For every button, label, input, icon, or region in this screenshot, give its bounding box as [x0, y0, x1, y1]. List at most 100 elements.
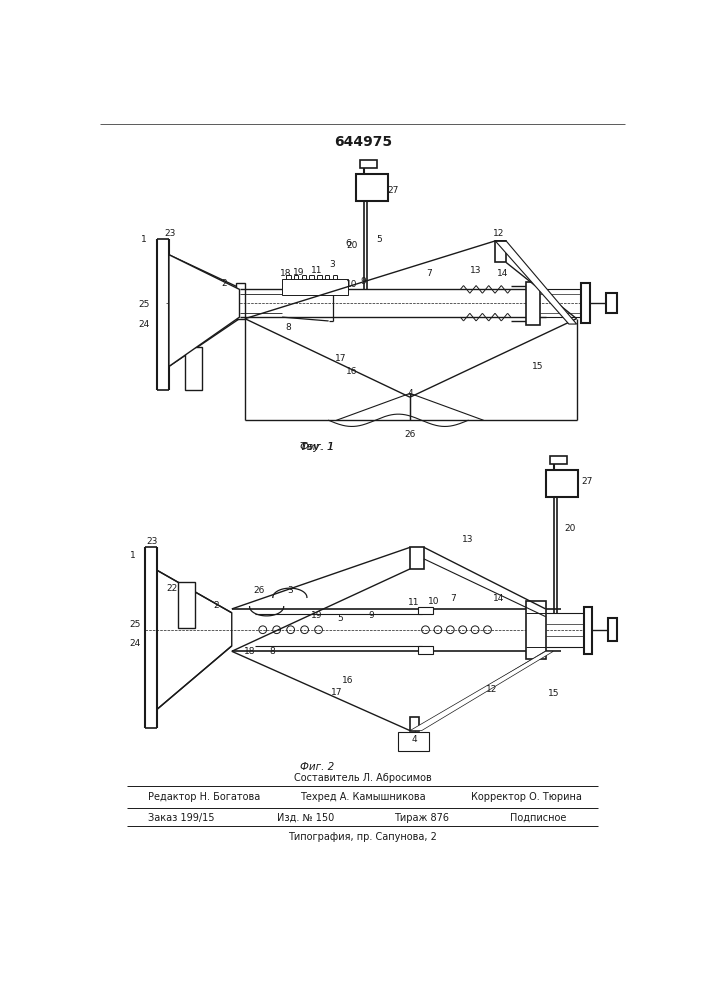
Polygon shape — [495, 241, 577, 324]
Bar — [156, 239, 169, 389]
Text: 27: 27 — [581, 477, 592, 486]
Text: Изд. № 150: Изд. № 150 — [276, 813, 334, 823]
Text: 12: 12 — [493, 229, 505, 238]
Text: 13: 13 — [470, 266, 481, 275]
Text: 25: 25 — [139, 300, 150, 309]
Text: 8: 8 — [286, 323, 291, 332]
Text: 23: 23 — [146, 537, 158, 546]
Bar — [410, 717, 419, 731]
Text: Техред А. Камышникова: Техред А. Камышникова — [300, 792, 426, 802]
Polygon shape — [158, 570, 232, 709]
Text: 7: 7 — [426, 269, 432, 278]
Bar — [398, 732, 429, 751]
Bar — [418, 646, 433, 654]
Bar — [607, 618, 617, 641]
Bar — [418, 607, 433, 614]
Text: Составитель Л. Абросимов: Составитель Л. Абросимов — [294, 773, 431, 783]
Text: 16: 16 — [346, 367, 358, 376]
Text: 4: 4 — [407, 389, 413, 398]
Text: 25: 25 — [129, 620, 141, 629]
Text: 20: 20 — [565, 524, 576, 533]
Text: 18: 18 — [244, 647, 255, 656]
Bar — [232, 641, 255, 651]
Text: 3: 3 — [329, 260, 335, 269]
Text: 18: 18 — [280, 269, 292, 278]
Bar — [495, 241, 506, 262]
Text: Типография, пр. Сапунова, 2: Типография, пр. Сапунова, 2 — [288, 832, 437, 842]
Bar — [332, 289, 421, 317]
Text: 4: 4 — [412, 735, 417, 744]
Text: Редактор Н. Богатова: Редактор Н. Богатова — [148, 792, 261, 802]
Text: 23: 23 — [164, 229, 175, 238]
Bar — [429, 551, 538, 565]
Bar — [255, 644, 421, 651]
Text: 17: 17 — [334, 354, 346, 363]
Bar — [410, 547, 424, 569]
Bar — [131, 490, 627, 782]
Text: 11: 11 — [408, 598, 420, 607]
Text: 1: 1 — [131, 551, 136, 560]
Bar — [185, 347, 202, 389]
Bar — [549, 456, 566, 464]
Bar — [145, 547, 158, 728]
Text: 3: 3 — [287, 586, 293, 595]
Bar — [177, 582, 194, 628]
Bar — [421, 286, 460, 321]
Text: 10: 10 — [346, 280, 358, 289]
Text: 14: 14 — [497, 269, 509, 278]
Text: 12: 12 — [486, 685, 497, 694]
Text: Заказ 199/15: Заказ 199/15 — [148, 813, 215, 823]
Text: 22: 22 — [174, 347, 185, 356]
Text: 10: 10 — [428, 597, 439, 606]
Text: Фиг. 1: Фиг. 1 — [300, 442, 334, 452]
Bar — [418, 646, 433, 654]
Bar — [526, 647, 546, 659]
Bar — [526, 601, 546, 659]
Text: 13: 13 — [462, 535, 474, 544]
Text: 9: 9 — [361, 277, 366, 286]
Text: 6: 6 — [345, 239, 351, 248]
Bar — [329, 286, 337, 321]
Text: 14: 14 — [493, 594, 505, 603]
Polygon shape — [169, 255, 240, 366]
Bar — [235, 283, 245, 319]
Text: Фиг. 2: Фиг. 2 — [300, 762, 334, 772]
Bar — [526, 282, 540, 325]
Text: 19: 19 — [311, 611, 323, 620]
Bar — [507, 605, 526, 655]
Text: 8: 8 — [269, 647, 275, 656]
Text: 5: 5 — [337, 614, 343, 623]
Text: Корректор О. Тюрина: Корректор О. Тюрина — [471, 792, 582, 802]
Text: 1: 1 — [141, 235, 147, 244]
Text: 7: 7 — [450, 594, 455, 603]
Bar — [410, 717, 419, 731]
Text: 16: 16 — [342, 676, 354, 685]
Bar — [232, 609, 255, 620]
Bar — [240, 289, 282, 317]
Text: 24: 24 — [139, 320, 150, 329]
Bar — [356, 174, 388, 201]
Text: 17: 17 — [331, 688, 342, 697]
Bar — [360, 160, 377, 168]
Text: 19: 19 — [293, 268, 305, 277]
Bar — [410, 547, 424, 569]
Bar — [585, 607, 592, 654]
Bar — [418, 607, 433, 614]
Bar — [497, 242, 574, 259]
Text: Тираж 876: Тираж 876 — [394, 813, 449, 823]
Text: 2: 2 — [214, 601, 219, 610]
Bar — [546, 470, 578, 497]
Text: 20: 20 — [346, 241, 358, 250]
Bar — [255, 609, 421, 617]
Text: 2: 2 — [221, 279, 227, 288]
Text: 27: 27 — [387, 186, 399, 195]
Text: 22: 22 — [166, 584, 177, 593]
Polygon shape — [410, 651, 554, 731]
Bar — [414, 671, 534, 682]
Text: 26: 26 — [404, 430, 416, 439]
Bar — [154, 162, 627, 436]
Bar — [510, 286, 526, 321]
Text: Τву. 1: Τву. 1 — [300, 442, 334, 452]
Text: 11: 11 — [311, 266, 323, 275]
Bar — [526, 601, 546, 613]
